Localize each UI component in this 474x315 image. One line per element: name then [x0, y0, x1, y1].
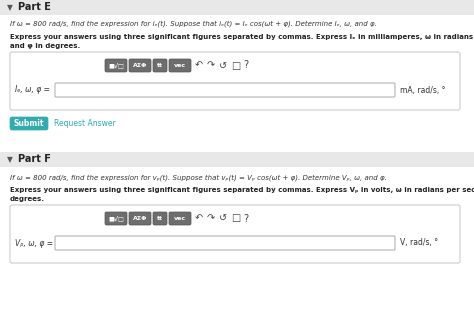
Text: V, rad/s, °: V, rad/s, °	[400, 238, 438, 248]
FancyBboxPatch shape	[153, 212, 167, 225]
Text: Express your answers using three significant figures separated by commas. Expres: Express your answers using three signifi…	[10, 34, 474, 40]
Text: If ω = 800 rad/s, find the expression for iₑ(t). Suppose that iₑ(t) = Iₑ cos(ωt : If ω = 800 rad/s, find the expression fo…	[10, 21, 377, 27]
Text: tt: tt	[157, 63, 163, 68]
Text: vec: vec	[174, 63, 186, 68]
Text: Express your answers using three significant figures separated by commas. Expres: Express your answers using three signifi…	[10, 187, 474, 193]
Text: mA, rad/s, °: mA, rad/s, °	[400, 85, 446, 94]
Text: ↺: ↺	[219, 60, 227, 71]
Text: degrees.: degrees.	[10, 196, 45, 202]
Text: Vₚ, ω, φ =: Vₚ, ω, φ =	[15, 238, 53, 248]
FancyBboxPatch shape	[55, 236, 395, 250]
Text: ?: ?	[243, 60, 248, 71]
Text: ↷: ↷	[207, 60, 215, 71]
Text: ▼: ▼	[7, 155, 13, 164]
FancyBboxPatch shape	[153, 59, 167, 72]
Text: vec: vec	[174, 216, 186, 221]
Bar	[0, 0, 474, 15]
FancyBboxPatch shape	[169, 212, 191, 225]
Text: and φ in degrees.: and φ in degrees.	[10, 43, 80, 49]
Bar	[0, 0, 474, 152]
Text: tt: tt	[157, 216, 163, 221]
FancyBboxPatch shape	[129, 212, 151, 225]
Text: Iₑ, ω, φ =: Iₑ, ω, φ =	[15, 85, 50, 94]
Text: ↺: ↺	[219, 214, 227, 224]
Text: AΣΦ: AΣΦ	[133, 216, 147, 221]
Bar	[0, 152, 474, 315]
Text: Part E: Part E	[18, 3, 51, 13]
Bar	[0, 152, 474, 167]
Text: Request Answer: Request Answer	[54, 119, 116, 128]
Text: ↶: ↶	[195, 60, 203, 71]
Text: ■√□: ■√□	[108, 215, 124, 221]
Text: ▼: ▼	[7, 3, 13, 12]
Text: If ω = 800 rad/s, find the expression for vₚ(t). Suppose that vₚ(t) = Vₚ cos(ωt : If ω = 800 rad/s, find the expression fo…	[10, 175, 387, 181]
Text: ■√□: ■√□	[108, 63, 124, 68]
FancyBboxPatch shape	[105, 59, 127, 72]
Text: AΣΦ: AΣΦ	[133, 63, 147, 68]
FancyBboxPatch shape	[10, 52, 460, 110]
Text: □: □	[231, 214, 240, 224]
FancyBboxPatch shape	[105, 212, 127, 225]
Text: □: □	[231, 60, 240, 71]
Bar	[0, 152, 474, 153]
FancyBboxPatch shape	[10, 205, 460, 263]
Text: ↶: ↶	[195, 214, 203, 224]
Text: ?: ?	[243, 214, 248, 224]
Text: Part F: Part F	[18, 154, 51, 164]
Text: ↷: ↷	[207, 214, 215, 224]
FancyBboxPatch shape	[10, 117, 48, 130]
FancyBboxPatch shape	[55, 83, 395, 97]
FancyBboxPatch shape	[129, 59, 151, 72]
FancyBboxPatch shape	[169, 59, 191, 72]
Text: Submit: Submit	[14, 119, 44, 128]
